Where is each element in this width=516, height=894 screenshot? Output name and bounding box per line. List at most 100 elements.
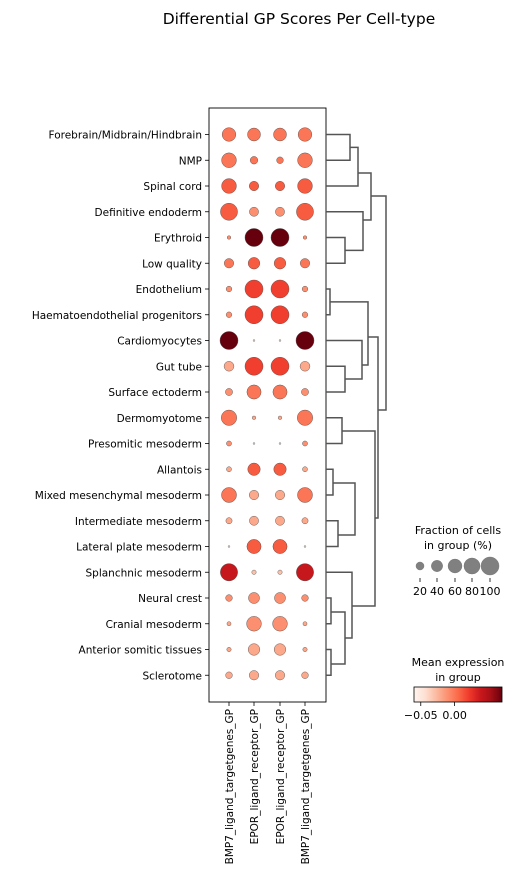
dot: [298, 153, 313, 168]
dot: [278, 416, 282, 420]
size-legend-dot: [431, 560, 442, 571]
dot: [248, 257, 260, 269]
dot: [296, 203, 313, 220]
size-legend-dot: [464, 558, 480, 574]
size-legend-title-line1: Fraction of cells: [415, 524, 501, 537]
dot: [298, 179, 313, 194]
dot: [226, 286, 232, 292]
dot: [274, 644, 286, 656]
dot: [220, 564, 237, 581]
color-legend-title-line1: Mean expression: [412, 656, 505, 669]
row-ticks: [205, 135, 209, 676]
row-label: Endothelium: [136, 284, 202, 296]
size-legend: Fraction of cells in group (%) 20 40 60 80 1…: [413, 524, 501, 598]
row-labels: Forebrain/Midbrain/Hindbrain NMP Spinal co…: [32, 130, 202, 683]
dot: [221, 410, 236, 425]
column-label: EPOR_ligand_receptor_GP: [275, 709, 287, 844]
dot: [249, 207, 258, 216]
dot: [253, 443, 255, 445]
dot: [273, 385, 287, 399]
row-label: Low quality: [142, 258, 202, 270]
dot: [245, 357, 263, 375]
dendrogram-link: [326, 135, 350, 161]
row-label: Cardiomyocytes: [117, 336, 202, 348]
dendrogram-link: [326, 650, 331, 676]
row-label: Anterior somitic tissues: [79, 645, 202, 657]
color-legend: Mean expression in group −0.05 0.00: [404, 656, 505, 722]
row-label: Sclerotome: [142, 670, 202, 682]
dot: [247, 385, 261, 399]
column-label: BMP7_ligand_targetgenes_GP: [224, 709, 236, 864]
row-label: Intermediate mesoderm: [75, 516, 202, 528]
dot: [228, 546, 230, 548]
row-label: Surface ectoderm: [108, 387, 202, 399]
dot: [274, 592, 285, 603]
dot: [227, 647, 231, 651]
dot: [300, 361, 310, 371]
dot: [274, 257, 286, 269]
row-label: NMP: [179, 155, 202, 167]
dot: [303, 647, 307, 651]
dot: [245, 229, 263, 247]
dot: [275, 181, 285, 191]
dendrogram-link: [326, 572, 352, 638]
dot: [247, 616, 262, 631]
dot: [298, 128, 312, 142]
dot: [252, 570, 256, 574]
dot: [252, 416, 256, 420]
dot: [271, 357, 289, 375]
column-label: BMP7_ligand_targetgenes_GP: [300, 709, 312, 864]
dot: [278, 570, 282, 574]
dot-grid: [220, 128, 314, 680]
column-ticks: [229, 702, 305, 706]
row-label: Mixed mesenchymal mesoderm: [35, 490, 202, 502]
dendrogram-link: [326, 341, 362, 380]
dot: [226, 672, 233, 679]
dot: [273, 616, 288, 631]
size-legend-label: 60: [448, 585, 462, 598]
dot: [245, 306, 263, 324]
size-legend-title-line2: in group (%): [424, 539, 492, 552]
dot: [226, 595, 233, 602]
dot: [226, 441, 231, 446]
dot: [253, 340, 255, 342]
dot: [302, 672, 309, 679]
dot: [296, 564, 313, 581]
row-label: Spinal cord: [143, 181, 202, 193]
dot: [226, 518, 232, 524]
dot: [279, 443, 281, 445]
dot: [304, 546, 306, 548]
dot: [275, 490, 285, 500]
size-legend-label: 20: [413, 585, 427, 598]
dot: [249, 490, 259, 500]
row-label: Allantois: [157, 464, 202, 476]
dendrogram-link: [342, 431, 375, 606]
dot: [248, 463, 260, 475]
dot: [245, 280, 263, 298]
row-label: Haematoendothelial progenitors: [32, 310, 202, 322]
dot: [227, 622, 231, 626]
dot: [302, 518, 308, 524]
dot: [248, 592, 259, 603]
dendrogram-link: [326, 289, 330, 315]
row-label: Definitive endoderm: [95, 207, 202, 219]
row-label: Dermomyotome: [117, 413, 202, 425]
dot: [274, 128, 287, 141]
dot: [302, 595, 309, 602]
dot: [296, 332, 314, 350]
dot: [297, 487, 312, 502]
row-label: Neural crest: [138, 593, 202, 605]
dot: [277, 157, 284, 164]
dendrogram-link: [331, 612, 345, 664]
dot: [303, 622, 307, 626]
dendrogram-link: [368, 337, 378, 518]
row-label: Presomitic mesoderm: [88, 439, 202, 451]
dot: [248, 128, 261, 141]
dot: [224, 361, 234, 371]
dendrogram-link: [326, 147, 358, 186]
dot: [271, 280, 289, 298]
row-label: Erythroid: [154, 233, 202, 245]
row-label: Forebrain/Midbrain/Hindbrain: [49, 130, 202, 142]
dot: [249, 181, 259, 191]
